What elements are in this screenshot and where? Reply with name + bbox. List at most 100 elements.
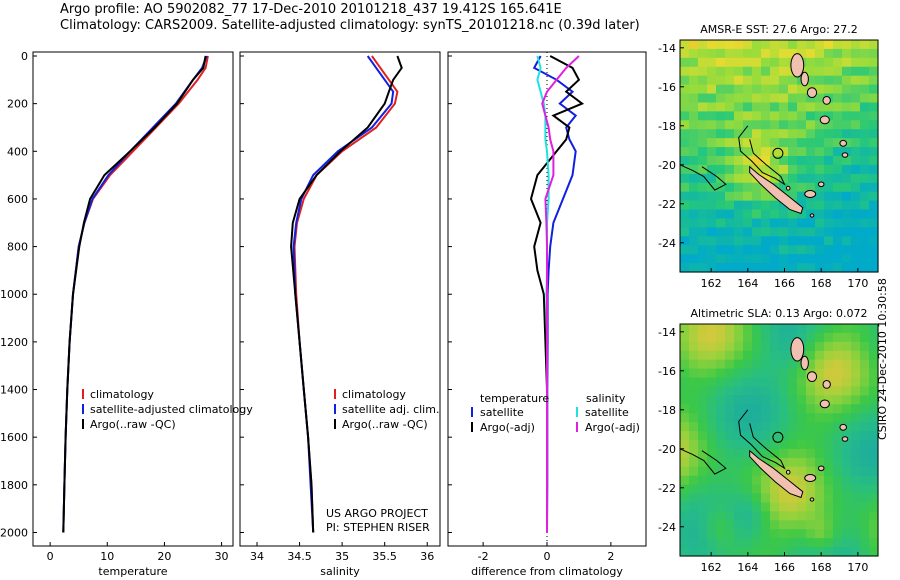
heatmap-cell (680, 102, 690, 112)
heatmap-cell (707, 191, 717, 202)
heatmap-cell (689, 200, 699, 211)
heatmap-cell (680, 431, 690, 441)
heatmap-cell (815, 66, 825, 77)
heatmap-cell (716, 164, 726, 175)
heatmap-cell (860, 200, 870, 211)
heatmap-cell (707, 511, 717, 521)
heatmap-cell (725, 263, 735, 273)
heatmap-cell (842, 502, 852, 512)
heatmap-cell (752, 147, 762, 157)
heatmap-cell (779, 493, 789, 504)
heatmap-cell (770, 102, 780, 112)
heatmap-cell (806, 422, 816, 432)
heatmap-cell (806, 448, 816, 459)
heatmap-cell (842, 102, 852, 112)
heatmap-cell (725, 484, 735, 495)
heatmap-cell (815, 263, 825, 273)
heatmap-cell (842, 156, 852, 166)
heatmap-cell (680, 368, 690, 379)
heatmap-cell (743, 200, 753, 211)
heatmap-cell (725, 40, 735, 50)
heatmap-cell (770, 263, 780, 273)
vanuatu-island (790, 337, 805, 362)
heatmap-cell (734, 484, 744, 495)
heatmap-cell (806, 227, 816, 237)
heatmap-cell (869, 448, 879, 459)
heatmap-cell (734, 493, 744, 504)
heatmap-cell (761, 502, 771, 512)
heatmap-cell (761, 245, 771, 255)
heatmap-cell (734, 164, 744, 175)
heatmap-cell (860, 111, 870, 121)
heatmap-cell (707, 547, 717, 557)
heatmap-cell (842, 359, 852, 370)
map-y-tick-label: -14 (658, 42, 676, 55)
map-y-tick-label: -18 (658, 120, 676, 133)
heatmap-cell (761, 111, 771, 121)
heatmap-cell (743, 386, 753, 396)
heatmap-cell (752, 547, 762, 557)
heatmap-cell (734, 529, 744, 539)
heatmap-cell (797, 218, 807, 228)
heatmap-cell (869, 102, 879, 112)
heatmap-cell (680, 448, 690, 459)
heatmap-cell (806, 404, 816, 414)
heatmap-cell (779, 484, 789, 495)
heatmap-cell (689, 218, 699, 228)
heatmap-cell (716, 422, 726, 432)
heatmap-cell (860, 341, 870, 352)
heatmap-cell (851, 173, 861, 184)
heatmap-cell (860, 547, 870, 557)
heatmap-cell (842, 218, 852, 228)
x-tick-label: 35 (335, 550, 349, 563)
heatmap-cell (797, 102, 807, 112)
heatmap-cell (851, 395, 861, 405)
heatmap-cell (689, 431, 699, 441)
reef-outline-west (679, 164, 727, 191)
heatmap-cell (788, 422, 798, 432)
heatmap-cell (698, 422, 708, 432)
heatmap-cell (716, 395, 726, 405)
heatmap-cell (779, 377, 789, 388)
heatmap-cell (824, 75, 834, 86)
heatmap-cell (788, 466, 798, 477)
heatmap-cell (689, 173, 699, 184)
heatmap-cell (869, 324, 879, 334)
heatmap-cell (743, 332, 753, 343)
heatmap-cell (833, 164, 843, 175)
vanuatu-island (819, 115, 830, 125)
heatmap-cell (842, 529, 852, 539)
heatmap-cell (869, 431, 879, 441)
heatmap-cell (725, 547, 735, 557)
heatmap-cell (851, 350, 861, 361)
heatmap-cell (689, 111, 699, 121)
heatmap-cell (860, 484, 870, 495)
heatmap-cell (851, 493, 861, 504)
heatmap-cell (734, 377, 744, 388)
heatmap-cell (824, 191, 834, 202)
heatmap-cell (707, 129, 717, 139)
heatmap-cell (752, 93, 762, 104)
heatmap-cell (860, 40, 870, 50)
heatmap-cell (815, 475, 825, 486)
heatmap-cell (752, 218, 762, 228)
heatmap-cell (689, 484, 699, 495)
heatmap-cell (752, 182, 762, 193)
map-y-tick-label: -24 (658, 521, 676, 534)
heatmap-cell (869, 350, 879, 361)
heatmap-cell (734, 502, 744, 512)
heatmap-cell (689, 129, 699, 139)
heatmap-cell (824, 484, 834, 495)
heatmap-cell (689, 377, 699, 388)
heatmap-cell (869, 538, 879, 548)
heatmap-cell (788, 538, 798, 548)
heatmap-cell (761, 440, 771, 450)
heatmap-cell (779, 236, 789, 246)
heatmap-cell (815, 520, 825, 530)
heatmap-cell (788, 236, 798, 246)
heatmap-cell (779, 138, 789, 148)
heatmap-cell (680, 422, 690, 432)
heatmap-cell (725, 520, 735, 530)
vanuatu-island (800, 355, 809, 371)
map-x-tick-label: 170 (847, 277, 868, 290)
